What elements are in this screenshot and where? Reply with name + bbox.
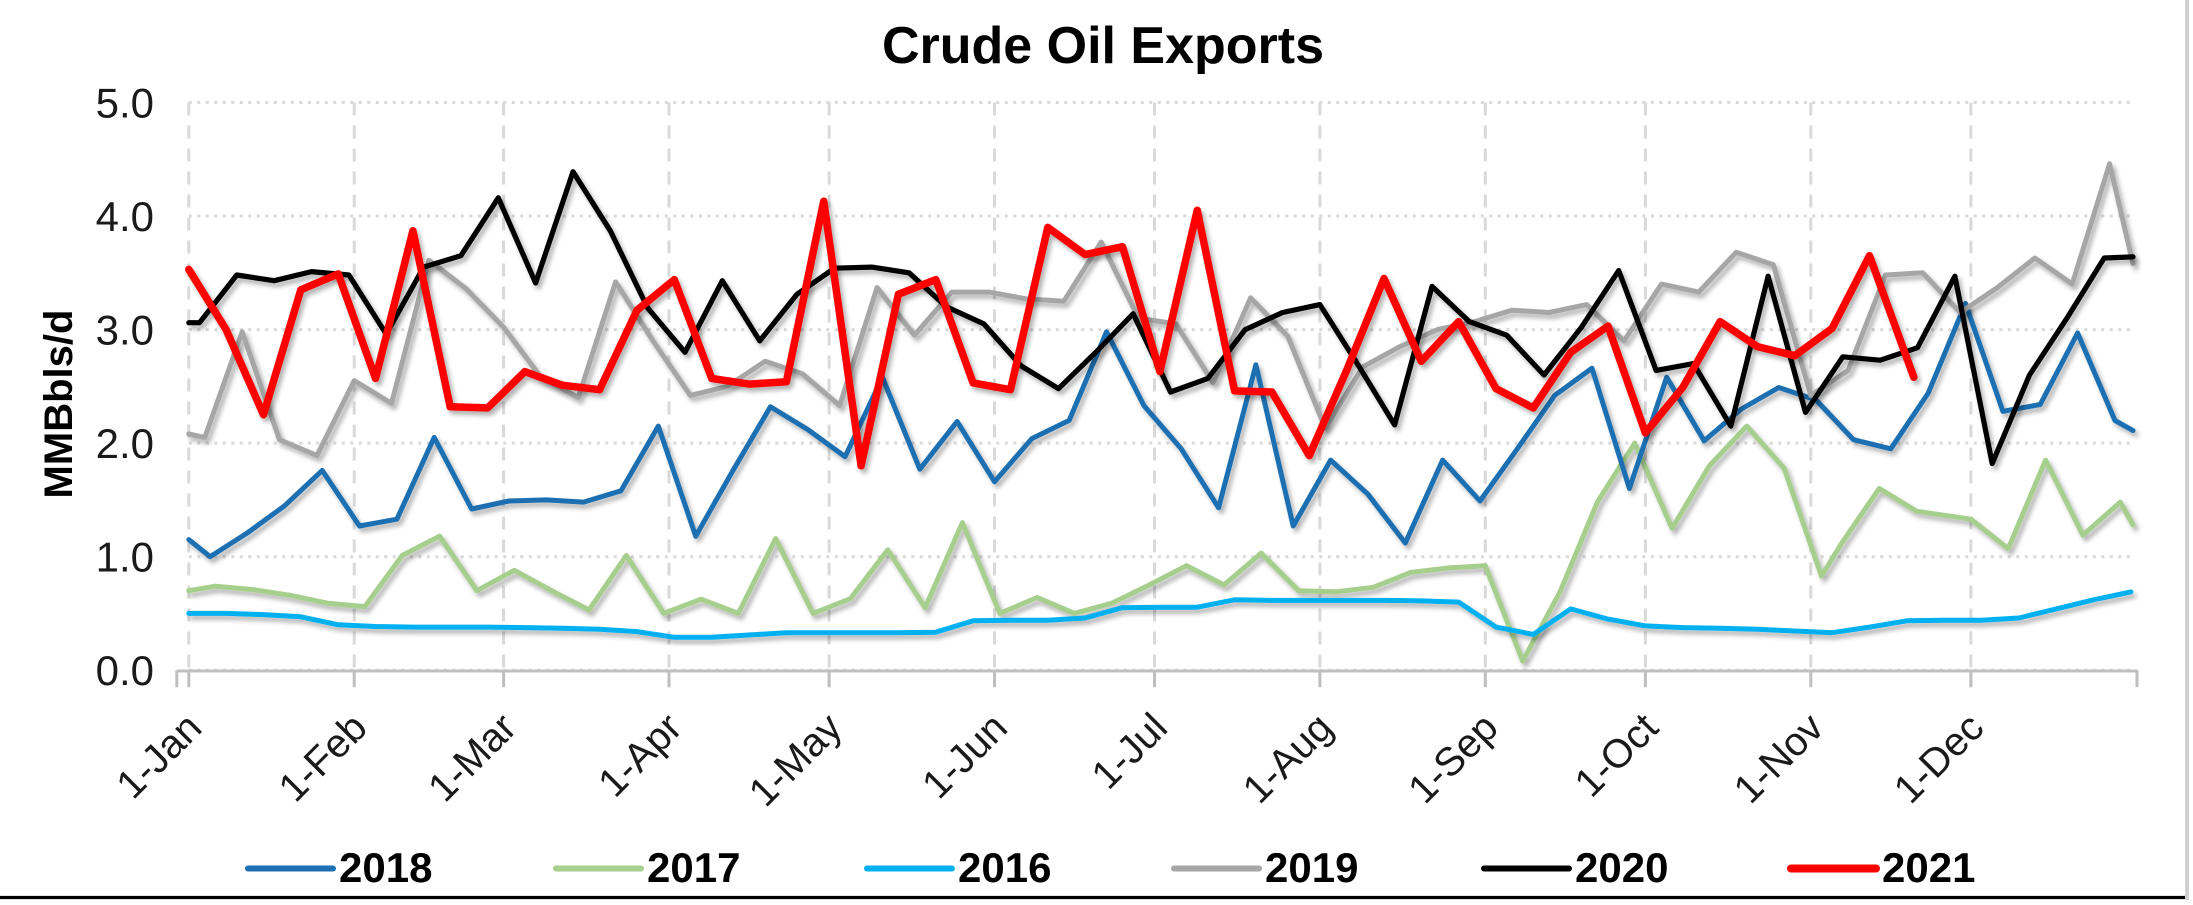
- svg-text:1.0: 1.0: [96, 534, 154, 581]
- svg-text:MMBbls/d: MMBbls/d: [37, 310, 81, 499]
- svg-text:2016: 2016: [958, 844, 1051, 891]
- svg-text:2019: 2019: [1265, 844, 1358, 891]
- svg-text:2021: 2021: [1882, 844, 1975, 891]
- svg-text:2017: 2017: [647, 844, 740, 891]
- svg-text:5.0: 5.0: [96, 80, 154, 127]
- svg-text:Crude Oil Exports: Crude Oil Exports: [882, 17, 1324, 75]
- svg-text:2.0: 2.0: [96, 420, 154, 467]
- svg-text:2020: 2020: [1575, 844, 1668, 891]
- svg-text:4.0: 4.0: [96, 193, 154, 240]
- svg-text:0.0: 0.0: [96, 647, 154, 694]
- svg-text:2018: 2018: [339, 844, 432, 891]
- svg-text:3.0: 3.0: [96, 307, 154, 354]
